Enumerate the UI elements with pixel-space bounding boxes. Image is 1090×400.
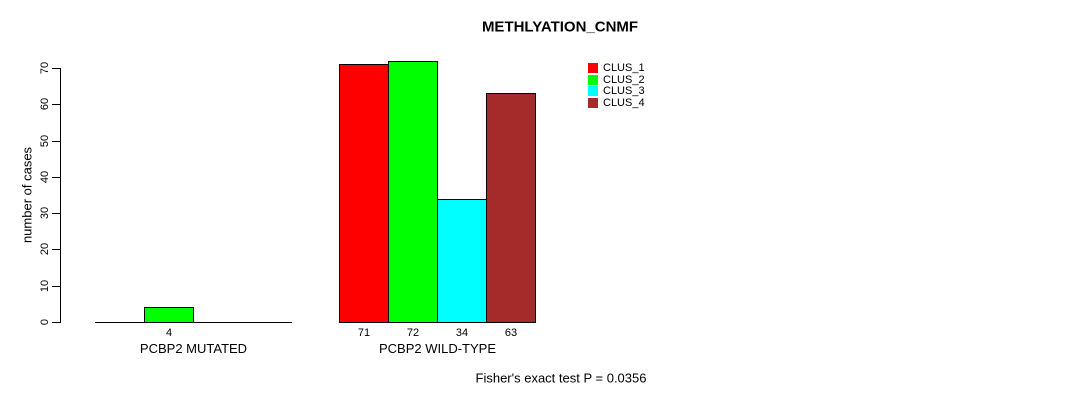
legend-swatch-CLUS_3 — [588, 86, 598, 96]
legend-label: CLUS_4 — [603, 96, 645, 109]
bar-CLUS_2 — [144, 307, 194, 323]
y-tick — [52, 249, 60, 250]
bar-value-label: 63 — [504, 327, 518, 339]
y-tick-label: 40 — [39, 170, 51, 184]
legend-item-CLUS_3: CLUS_3 — [588, 85, 645, 97]
fisher-test-annotation: Fisher's exact test P = 0.0356 — [475, 370, 647, 386]
bar-value-label: 34 — [455, 327, 469, 339]
category-label: PCBP2 MUTATED — [139, 341, 248, 356]
y-tick — [52, 68, 60, 69]
legend-swatch-CLUS_1 — [588, 63, 598, 73]
legend-item-CLUS_4: CLUS_4 — [588, 96, 645, 109]
legend-label: CLUS_1 — [603, 62, 645, 74]
y-tick-label: 0 — [39, 318, 51, 326]
bar-value-label: 71 — [357, 327, 371, 339]
bar-value-label: 4 — [165, 327, 173, 339]
y-tick-label: 60 — [39, 97, 51, 111]
y-tick-label: 50 — [39, 134, 51, 148]
y-tick-label: 10 — [39, 279, 51, 293]
y-tick — [52, 177, 60, 178]
y-tick — [52, 322, 60, 323]
bar-CLUS_3 — [437, 199, 487, 323]
y-tick — [52, 213, 60, 214]
legend-label: CLUS_2 — [603, 73, 645, 86]
y-tick — [52, 286, 60, 287]
y-tick-label: 70 — [39, 61, 51, 75]
y-tick-label: 20 — [39, 242, 51, 256]
bar-CLUS_1 — [339, 64, 389, 323]
legend-item-CLUS_1: CLUS_1 — [588, 62, 645, 74]
legend-swatch-CLUS_2 — [588, 74, 598, 85]
y-tick — [52, 104, 60, 105]
chart-title: METHLYATION_CNMF — [481, 18, 639, 36]
legend-label: CLUS_3 — [603, 85, 645, 97]
bar-value-label: 72 — [406, 327, 420, 339]
legend-swatch-CLUS_4 — [588, 97, 598, 108]
legend: CLUS_1 CLUS_2 CLUS_3 CLUS_4 — [588, 63, 645, 108]
legend-item-CLUS_2: CLUS_2 — [588, 73, 645, 86]
category-label: PCBP2 WILD-TYPE — [378, 341, 497, 356]
y-tick — [52, 141, 60, 142]
bar-CLUS_4 — [486, 93, 536, 323]
y-tick-label: 30 — [39, 206, 51, 220]
y-axis-line — [60, 68, 61, 323]
bar-CLUS_2 — [388, 61, 438, 323]
